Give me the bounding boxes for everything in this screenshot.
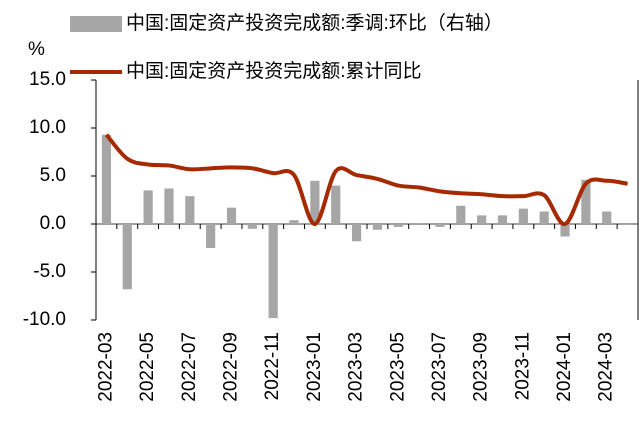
bar bbox=[518, 208, 528, 224]
legend-swatch bbox=[70, 16, 122, 32]
bar bbox=[226, 207, 237, 224]
bar bbox=[560, 224, 570, 237]
legend-label: 中国:固定资产投资完成额:季调:环比（右轴） bbox=[126, 12, 503, 34]
bar bbox=[122, 224, 132, 290]
y-tick-label: 15.0 bbox=[29, 69, 66, 90]
y-unit: % bbox=[28, 39, 45, 60]
x-tick-label: 2022-03 bbox=[95, 332, 116, 402]
bar bbox=[101, 134, 112, 224]
bar bbox=[268, 224, 278, 319]
bar bbox=[581, 179, 591, 224]
x-tick-label: 2024-03 bbox=[596, 332, 617, 402]
bar bbox=[331, 185, 341, 224]
bar bbox=[539, 211, 549, 224]
x-tick-label: 2022-07 bbox=[179, 332, 200, 402]
x-tick-label: 2023-09 bbox=[471, 332, 492, 402]
bar bbox=[310, 180, 320, 224]
bar bbox=[206, 224, 216, 248]
bar bbox=[497, 215, 508, 224]
bar bbox=[602, 211, 612, 224]
x-tick-label: 2023-07 bbox=[429, 332, 450, 402]
bar bbox=[372, 224, 383, 230]
x-tick-label: 2023-01 bbox=[304, 332, 325, 402]
bar bbox=[622, 224, 633, 225]
bar bbox=[185, 196, 195, 224]
bar bbox=[414, 223, 424, 224]
legend-label: 中国:固定资产投资完成额:累计同比 bbox=[126, 60, 422, 82]
x-tick-label: 2022-11 bbox=[262, 332, 283, 400]
bar bbox=[477, 215, 487, 224]
bar bbox=[164, 188, 174, 224]
x-tick-label: 2022-09 bbox=[221, 332, 242, 402]
y-tick-label: 10.0 bbox=[29, 117, 66, 138]
x-tick-label: 2023-05 bbox=[387, 332, 408, 402]
y-tick-label: 0.0 bbox=[40, 213, 66, 234]
bar bbox=[143, 190, 153, 224]
bar bbox=[435, 224, 445, 227]
y-tick-label: 5.0 bbox=[40, 165, 66, 186]
bar bbox=[289, 220, 299, 224]
x-tick-label: 2023-03 bbox=[346, 332, 367, 402]
x-tick-label: 2023-11 bbox=[512, 332, 533, 400]
x-tick-label: 2024-01 bbox=[554, 332, 575, 402]
bar bbox=[351, 224, 362, 242]
bar bbox=[247, 224, 257, 229]
y-tick-label: -5.0 bbox=[33, 261, 66, 282]
bar bbox=[393, 224, 403, 227]
y-tick-label: -10.0 bbox=[23, 309, 66, 330]
x-tick-label: 2022-05 bbox=[137, 332, 158, 402]
line bbox=[104, 133, 628, 226]
bar bbox=[456, 205, 466, 224]
